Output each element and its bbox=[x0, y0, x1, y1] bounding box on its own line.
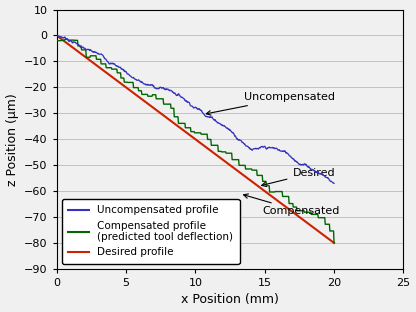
Y-axis label: z Position (μm): z Position (μm) bbox=[5, 93, 19, 186]
X-axis label: x Position (mm): x Position (mm) bbox=[181, 294, 279, 306]
Text: Uncompensated: Uncompensated bbox=[206, 92, 335, 115]
Text: Desired: Desired bbox=[262, 168, 335, 187]
Text: Compensated: Compensated bbox=[244, 194, 339, 217]
Legend: Uncompensated profile, Compensated profile
(predicted tool deflection), Desired : Uncompensated profile, Compensated profi… bbox=[62, 199, 240, 264]
